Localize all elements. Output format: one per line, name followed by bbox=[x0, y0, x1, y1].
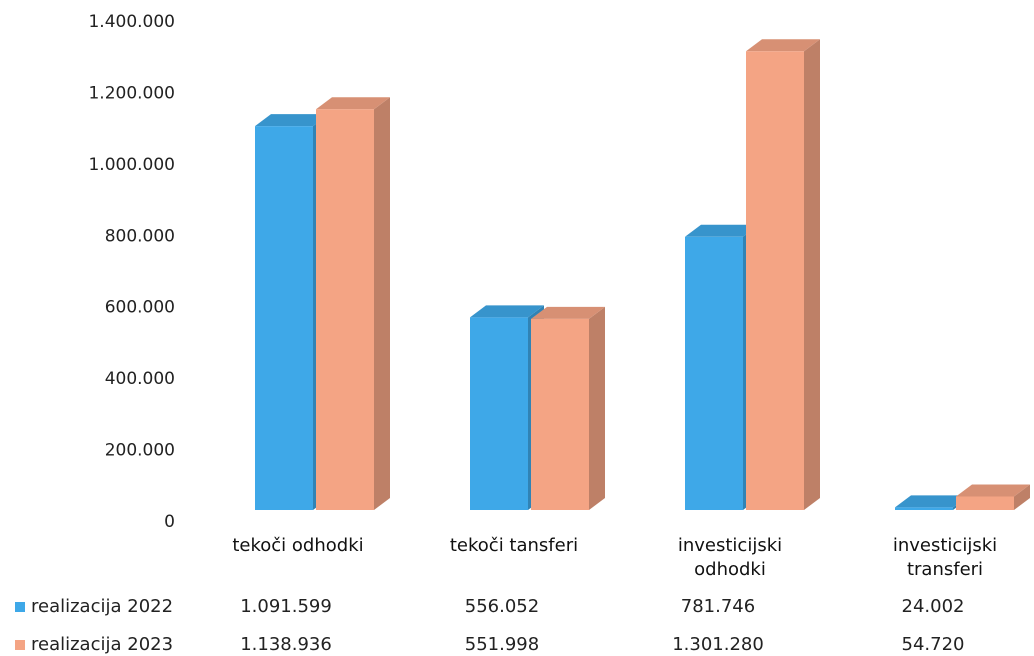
x-tick-label: tekoči tansferi bbox=[449, 535, 579, 556]
data-label: 24.002 bbox=[902, 596, 965, 617]
bar bbox=[531, 306, 605, 510]
data-label: 1.138.936 bbox=[240, 634, 332, 655]
data-label: 1.091.599 bbox=[240, 596, 332, 617]
bar-top bbox=[685, 224, 759, 237]
y-tick-label: 0 bbox=[164, 512, 175, 532]
x-tick-label: investicijski odhodki bbox=[677, 535, 783, 580]
legend-label: realizacija 2023 bbox=[31, 634, 173, 655]
bar-top bbox=[316, 97, 390, 110]
bar bbox=[470, 305, 544, 510]
bar-front bbox=[255, 126, 313, 510]
bar bbox=[956, 484, 1030, 510]
bar-front bbox=[956, 496, 1014, 510]
y-tick-label: 600.000 bbox=[105, 298, 175, 318]
bar bbox=[746, 39, 820, 510]
bar bbox=[316, 97, 390, 510]
bar-front bbox=[685, 236, 743, 510]
y-tick-label: 1.400.000 bbox=[88, 12, 175, 32]
bar-side bbox=[804, 39, 820, 510]
y-tick-label: 200.000 bbox=[105, 441, 175, 461]
bar-top bbox=[895, 495, 969, 508]
data-label: 54.720 bbox=[902, 634, 965, 655]
bar-side bbox=[1014, 484, 1030, 510]
legend-label: realizacija 2022 bbox=[31, 596, 173, 617]
bar-side bbox=[374, 97, 390, 510]
y-tick-label: 1.200.000 bbox=[88, 83, 175, 103]
y-tick-label: 800.000 bbox=[105, 226, 175, 246]
y-tick-label: 1.000.000 bbox=[88, 155, 175, 175]
data-label: 556.052 bbox=[465, 596, 539, 617]
data-label: 551.998 bbox=[465, 634, 539, 655]
data-label: 781.746 bbox=[681, 596, 755, 617]
x-tick-label: tekoči odhodki bbox=[232, 535, 364, 556]
data-label: 1.301.280 bbox=[672, 634, 764, 655]
x-tick-label: investicijski transferi bbox=[892, 535, 998, 580]
bar-front bbox=[746, 51, 804, 510]
legend-swatch bbox=[15, 602, 25, 612]
bar-front bbox=[316, 109, 374, 510]
bar-top bbox=[470, 305, 544, 318]
bar-top bbox=[531, 306, 605, 319]
bar-top bbox=[746, 39, 820, 52]
y-tick-label: 400.000 bbox=[105, 369, 175, 389]
bar-side bbox=[589, 306, 605, 510]
bar-front bbox=[470, 317, 528, 510]
bar-front bbox=[895, 507, 953, 510]
legend-swatch bbox=[15, 640, 25, 650]
bar-top bbox=[255, 114, 329, 127]
bar-top bbox=[956, 484, 1030, 497]
bar-front bbox=[531, 318, 589, 510]
